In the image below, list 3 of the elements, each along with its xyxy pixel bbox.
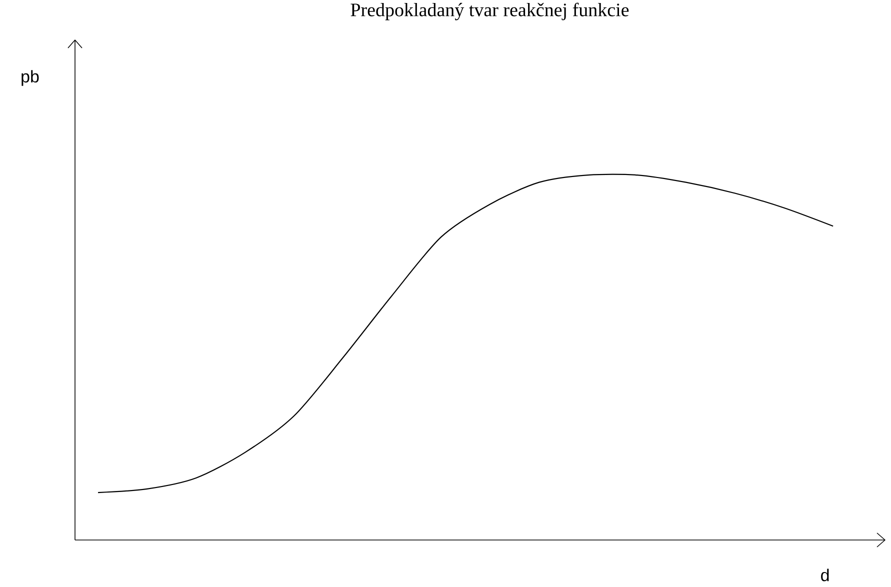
- x-axis-title: d: [821, 568, 829, 582]
- chart-title: Predpokladaný tvar reakčnej funkcie: [350, 2, 629, 20]
- text: pb: [22, 70, 39, 86]
